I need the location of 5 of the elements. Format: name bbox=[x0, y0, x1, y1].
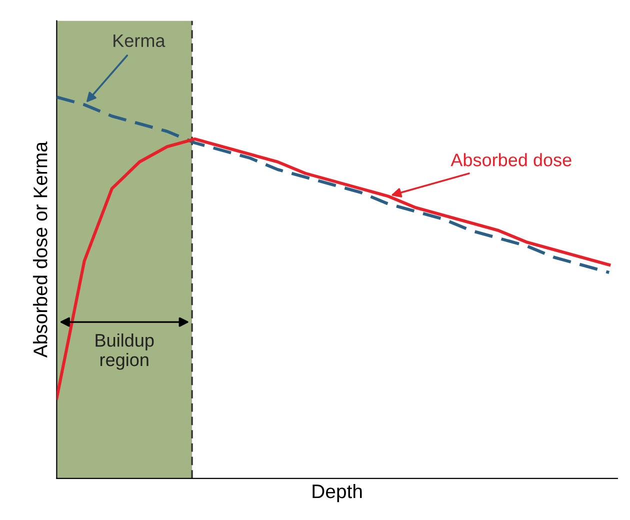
text: Kerma bbox=[114, 34, 166, 48]
y-axis-title: Absorbed dose or Kerma bbox=[33, 142, 48, 358]
annotation: Buildup region bbox=[96, 333, 154, 370]
text: Absorbed dose bbox=[450, 153, 572, 166]
x-axis-title: Depth bbox=[312, 484, 362, 502]
